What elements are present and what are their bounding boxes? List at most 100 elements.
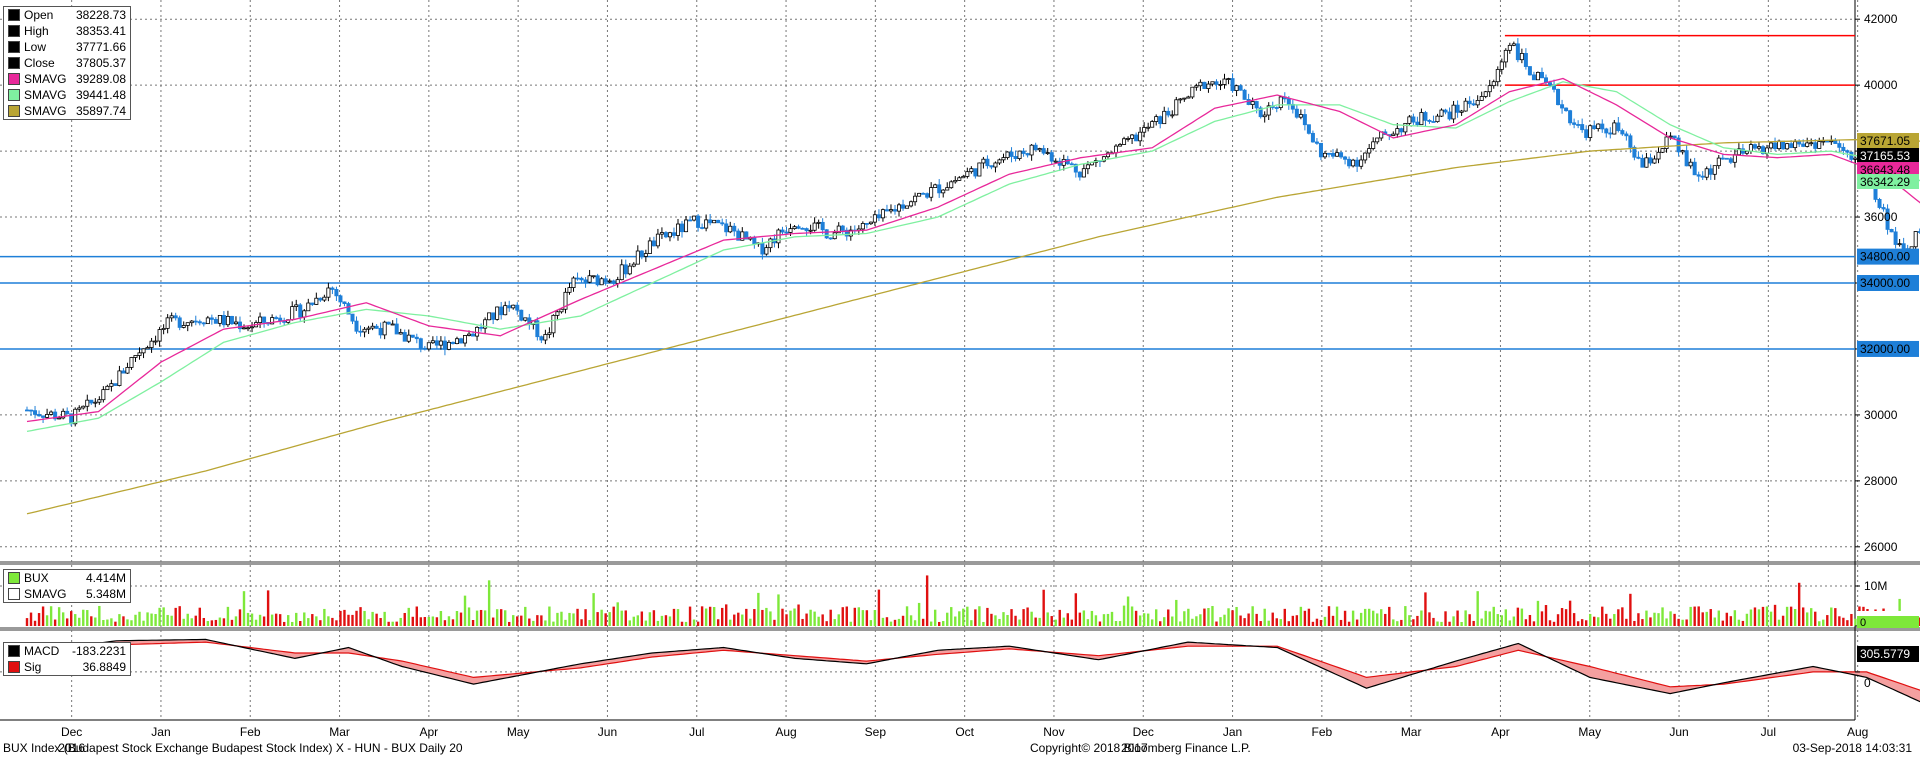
volume-bar (1452, 616, 1455, 626)
candle-body (61, 410, 66, 419)
candle-body (229, 315, 234, 325)
candle-body (270, 317, 275, 325)
volume-bar (1359, 612, 1363, 626)
volume-bar (704, 608, 708, 626)
volume-bar (624, 610, 627, 626)
volume-bar (375, 613, 378, 626)
volume-bar (98, 605, 101, 626)
volume-bar (78, 617, 81, 626)
volume-bar (1713, 617, 1716, 626)
candle-body (872, 214, 877, 223)
candle-body (1326, 152, 1331, 155)
candle-body (1556, 88, 1561, 106)
candle-body (740, 231, 745, 241)
volume-bar (672, 608, 676, 626)
candle-body (1487, 85, 1492, 93)
candle-body (696, 215, 701, 228)
volume-bar (307, 618, 310, 626)
candle-body (989, 165, 994, 168)
candle-body (603, 278, 608, 282)
volume-bar (395, 621, 398, 626)
volume-bar (1291, 615, 1295, 626)
volume-bar (628, 620, 631, 626)
volume-bar (933, 609, 937, 626)
legend-value: 36.8849 (82, 660, 126, 674)
level-tag (1857, 248, 1919, 265)
volume-bar (1343, 610, 1347, 626)
candle-body (1588, 125, 1593, 138)
candle-body (410, 334, 415, 338)
candle-body (1391, 133, 1396, 136)
candle-body (426, 342, 431, 350)
volume-bar (857, 607, 861, 626)
volume-bar (1818, 621, 1821, 626)
candle-body (1600, 123, 1605, 130)
candle-body (414, 336, 419, 340)
candle-body (225, 315, 230, 326)
volume-bar (351, 614, 354, 626)
candle-body (1037, 148, 1042, 151)
candle-body (627, 265, 632, 275)
candle-body (1234, 85, 1239, 91)
volume-bar (821, 614, 824, 626)
candle-body (1041, 148, 1046, 154)
volume-bar (1331, 615, 1335, 626)
volume-bar (25, 618, 29, 626)
volume-bar (741, 614, 744, 626)
volume-bar (833, 619, 836, 626)
legend-row: SMAVG 5.348M (4, 586, 130, 602)
candle-body (450, 341, 455, 345)
candle-body (897, 204, 902, 212)
candle-body (840, 225, 845, 231)
volume-bar (552, 621, 555, 626)
candle-body (784, 231, 789, 234)
volume-bar (327, 616, 330, 626)
candle-body (205, 317, 210, 325)
volume-bar (921, 618, 925, 626)
candle-body (1278, 96, 1283, 108)
candle-body (1314, 141, 1319, 144)
candle-body (728, 225, 733, 233)
volume-bar (1645, 610, 1648, 626)
candle-body (1407, 116, 1412, 124)
candle-body (446, 341, 451, 350)
volume-bar (1255, 613, 1258, 626)
price-tick-label: 28000 (1864, 474, 1898, 488)
volume-bar (1729, 616, 1733, 626)
volume-bar (1737, 619, 1741, 626)
volume-bar (1038, 617, 1041, 626)
candle-body (671, 232, 676, 236)
volume-bar (1126, 596, 1130, 626)
candle-body (732, 225, 737, 232)
volume-bar (447, 616, 451, 626)
volume-bar (1138, 615, 1142, 626)
candle-body (909, 201, 914, 207)
candle-body (221, 315, 226, 326)
volume-bar (443, 620, 447, 626)
volume-bar (1701, 612, 1704, 626)
volume-bar (757, 592, 760, 626)
candle-body (1331, 152, 1336, 157)
volume-bar (1319, 620, 1323, 626)
candle-body (141, 348, 146, 354)
candle-body (1760, 146, 1765, 155)
volume-bar (725, 604, 728, 626)
candle-body (917, 192, 922, 197)
volume-bar (70, 611, 73, 626)
legend-row: Sig 36.8849 (4, 659, 130, 675)
volume-bar (158, 607, 161, 626)
candle-body (1142, 127, 1147, 133)
candle-body (1294, 108, 1299, 118)
candle-body (1158, 116, 1163, 125)
legend-swatch (8, 73, 20, 85)
candle-body (937, 184, 942, 194)
volume-bar (769, 611, 772, 626)
legend-swatch (8, 661, 20, 673)
macd-fill (27, 639, 1920, 702)
volume-bar (1633, 620, 1636, 626)
candle-body (1696, 174, 1701, 177)
candle-body (189, 320, 194, 324)
candle-body (334, 289, 339, 297)
candle-body (479, 326, 484, 329)
candle-body (704, 219, 709, 229)
